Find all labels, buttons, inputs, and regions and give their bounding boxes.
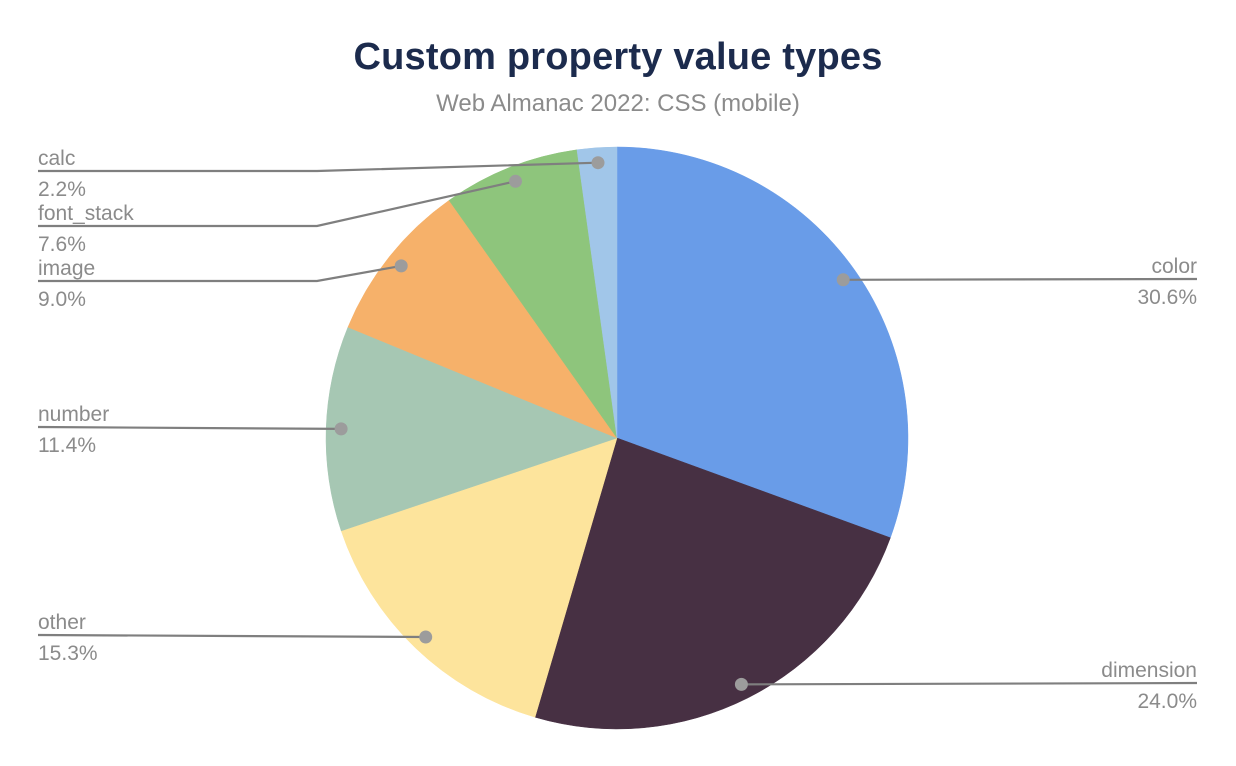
leader-line-number [37, 425, 342, 430]
pie-slice-font_stack[interactable] [448, 149, 618, 439]
slice-value-calc: 2.2% [38, 178, 86, 201]
leader-line-calc [38, 161, 599, 173]
slice-value-image: 9.0% [38, 288, 86, 311]
leader-line-font_stack [38, 180, 516, 228]
pie-slice-dimension[interactable] [534, 437, 891, 730]
leader-line-image [38, 264, 402, 283]
chart-title: Custom property value types [353, 36, 883, 78]
slice-value-other: 15.3% [38, 642, 98, 665]
leader-dot-font_stack [509, 174, 522, 188]
leader-dot-calc [591, 156, 605, 170]
slice-label-font_stack: font_stack [38, 202, 134, 225]
slice-value-number: 11.4% [38, 434, 96, 457]
slice-label-number: number [38, 403, 109, 426]
leader-dot-color [836, 273, 850, 287]
slice-label-other: other [38, 611, 86, 634]
leader-dot-number [334, 422, 348, 436]
leader-dot-image [394, 259, 408, 273]
slice-value-dimension: 24.0% [1137, 690, 1197, 713]
pie-slice-image[interactable] [347, 199, 618, 439]
chart-subtitle: Web Almanac 2022: CSS (mobile) [436, 90, 800, 117]
slice-value-color: 30.6% [1137, 286, 1197, 309]
leader-line-color [843, 277, 1198, 281]
slice-label-color: color [1151, 255, 1197, 278]
slice-label-image: image [38, 257, 95, 280]
slice-label-calc: calc [38, 147, 75, 170]
leader-line-other [37, 633, 426, 639]
pie-slice-color[interactable] [616, 146, 909, 539]
leader-line-dimension [741, 681, 1198, 686]
slice-value-font_stack: 7.6% [38, 233, 86, 256]
pie-slice-calc[interactable] [576, 146, 618, 439]
leader-dot-other [419, 630, 433, 644]
slice-label-dimension: dimension [1101, 659, 1197, 682]
leader-dot-dimension [734, 677, 748, 691]
